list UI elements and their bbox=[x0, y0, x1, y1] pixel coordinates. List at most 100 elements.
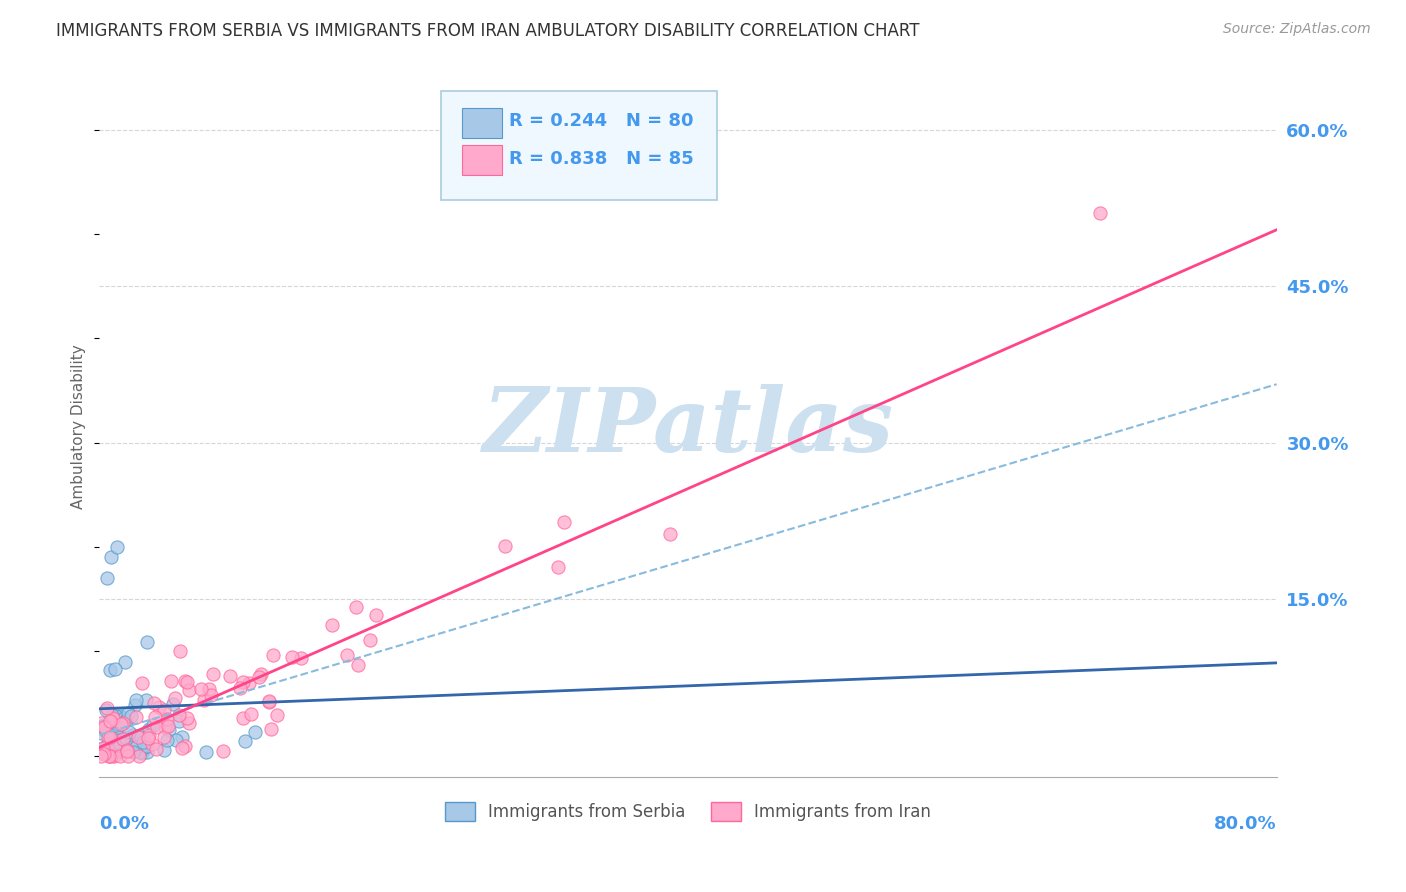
Point bbox=[97, 730, 120, 744]
Point bbox=[336, 648, 359, 662]
Point bbox=[156, 712, 179, 726]
Text: ZIPatlas: ZIPatlas bbox=[482, 384, 894, 470]
Point bbox=[266, 708, 288, 723]
Point bbox=[104, 723, 127, 737]
FancyBboxPatch shape bbox=[463, 145, 502, 176]
Point bbox=[143, 696, 166, 710]
Point bbox=[108, 730, 131, 744]
Point bbox=[97, 743, 120, 757]
Point bbox=[190, 682, 212, 697]
Point bbox=[91, 745, 114, 759]
Point bbox=[108, 739, 131, 754]
Point bbox=[218, 669, 240, 683]
Point bbox=[93, 721, 115, 735]
Point bbox=[114, 711, 136, 725]
Point bbox=[232, 675, 254, 690]
Point bbox=[101, 712, 124, 726]
Point bbox=[153, 742, 176, 756]
Point bbox=[259, 695, 281, 709]
Point bbox=[103, 741, 125, 756]
Point bbox=[98, 731, 121, 746]
Point bbox=[290, 651, 312, 665]
Point bbox=[104, 739, 127, 753]
Point bbox=[179, 716, 201, 731]
Point bbox=[231, 711, 253, 725]
Point bbox=[96, 701, 118, 715]
Point bbox=[94, 703, 117, 717]
Point bbox=[250, 667, 273, 681]
Point bbox=[117, 744, 139, 758]
Point bbox=[173, 739, 195, 754]
Point bbox=[247, 670, 270, 684]
Point bbox=[128, 748, 150, 763]
Point bbox=[97, 748, 120, 763]
Point bbox=[174, 673, 197, 688]
Point bbox=[152, 730, 174, 744]
Point bbox=[162, 698, 184, 712]
Text: 0.0%: 0.0% bbox=[100, 815, 149, 833]
Text: Source: ZipAtlas.com: Source: ZipAtlas.com bbox=[1223, 22, 1371, 37]
Point bbox=[155, 720, 177, 734]
Point bbox=[90, 748, 112, 763]
Point bbox=[359, 633, 381, 648]
Point bbox=[115, 714, 138, 728]
Point bbox=[141, 737, 163, 751]
Point bbox=[117, 739, 139, 753]
Point bbox=[107, 729, 129, 743]
Point bbox=[125, 709, 148, 723]
Point bbox=[122, 728, 145, 742]
Point bbox=[108, 748, 131, 763]
Point bbox=[229, 681, 252, 696]
Point bbox=[153, 703, 176, 717]
Point bbox=[239, 707, 262, 722]
Y-axis label: Ambulatory Disability: Ambulatory Disability bbox=[72, 344, 86, 509]
Point bbox=[98, 748, 121, 763]
Point bbox=[135, 739, 157, 753]
Point bbox=[90, 726, 112, 740]
Point bbox=[346, 657, 368, 672]
Point bbox=[233, 734, 256, 748]
Point bbox=[121, 740, 143, 755]
Point bbox=[136, 634, 159, 648]
Point bbox=[101, 711, 124, 725]
Point bbox=[135, 745, 157, 759]
Point bbox=[169, 644, 191, 658]
Point bbox=[127, 730, 149, 744]
Point bbox=[125, 740, 148, 755]
Point bbox=[124, 692, 146, 706]
Point bbox=[96, 745, 118, 759]
Point bbox=[101, 708, 124, 723]
Point bbox=[120, 709, 142, 723]
Point bbox=[135, 693, 157, 707]
Point bbox=[1088, 206, 1111, 220]
Point bbox=[108, 744, 131, 758]
Point bbox=[91, 745, 114, 759]
Point bbox=[98, 731, 121, 745]
Point bbox=[321, 618, 343, 632]
Point bbox=[553, 515, 575, 529]
Point bbox=[117, 706, 139, 720]
Point bbox=[156, 719, 179, 733]
Point bbox=[160, 674, 183, 689]
Point bbox=[118, 724, 141, 739]
Point bbox=[90, 716, 112, 731]
Point bbox=[96, 571, 118, 585]
Point bbox=[112, 741, 135, 756]
Point bbox=[110, 739, 132, 753]
Point bbox=[108, 736, 131, 750]
Point bbox=[98, 663, 121, 677]
Point bbox=[103, 731, 125, 746]
Point bbox=[659, 527, 682, 541]
Point bbox=[200, 688, 222, 702]
Point bbox=[135, 739, 157, 754]
Point bbox=[101, 747, 124, 761]
Point bbox=[193, 693, 215, 707]
Point bbox=[100, 550, 122, 565]
Point bbox=[176, 711, 198, 725]
Point bbox=[93, 744, 115, 758]
Point bbox=[281, 649, 304, 664]
Point bbox=[118, 737, 141, 751]
Point bbox=[131, 676, 153, 690]
Point bbox=[170, 741, 193, 756]
Point bbox=[212, 744, 235, 758]
